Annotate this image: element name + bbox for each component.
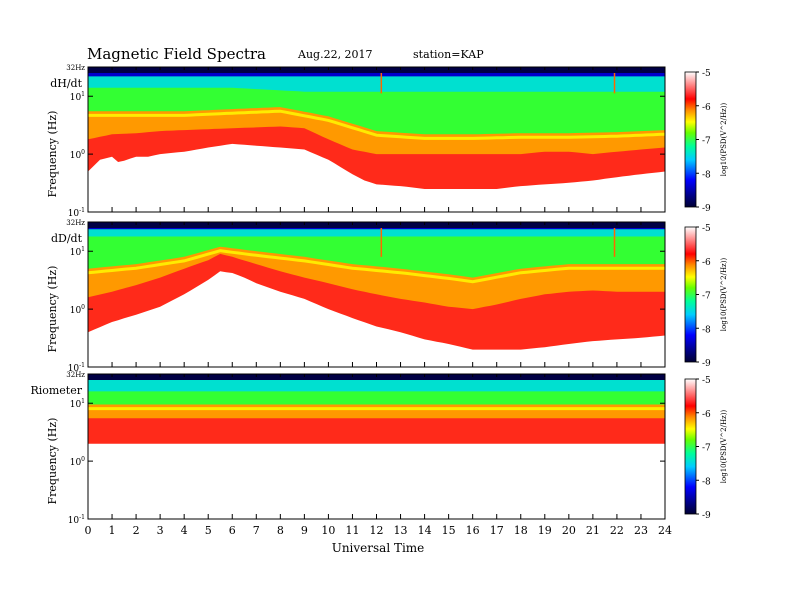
colorbar-tick-label: -9 xyxy=(702,511,711,521)
y-tick-label: 100 xyxy=(70,149,85,161)
yellow-transition xyxy=(87,249,665,284)
x-tick-label: 19 xyxy=(538,524,552,537)
y-tick-label: 10-1 xyxy=(68,514,85,526)
panel-label: dH/dt xyxy=(50,77,82,90)
y-tick-label: 101 xyxy=(70,398,85,410)
x-tick-label: 1 xyxy=(109,524,116,537)
colorbar-tick-label: -5 xyxy=(702,376,711,386)
colorbar-tick-label: -6 xyxy=(702,410,711,420)
colorbar-tick-label: -7 xyxy=(702,444,711,454)
colorbar-gradient xyxy=(684,71,697,208)
top-frequency-label: 32Hz xyxy=(66,219,85,227)
colorbar-label: log10(PSD(V^2/Hz)) xyxy=(720,258,728,332)
panel-label: dD/dt xyxy=(51,232,83,245)
colorbar-tick-label: -8 xyxy=(702,325,711,335)
panel-label: Riometer xyxy=(30,384,82,397)
y-axis-title: Frequency (Hz) xyxy=(46,418,59,505)
colorbar-label: log10(PSD(V^2/Hz)) xyxy=(720,103,728,177)
colorbar-tick-label: -9 xyxy=(702,359,711,369)
y-tick-label: 100 xyxy=(70,456,85,468)
yellow-transition xyxy=(88,109,666,140)
x-tick-label: 7 xyxy=(253,524,260,537)
colorbar-tick-label: -7 xyxy=(702,292,711,302)
colorbar-tick-label: -6 xyxy=(702,103,711,113)
x-tick-label: 17 xyxy=(490,524,504,537)
x-tick-label: 11 xyxy=(345,524,359,537)
colorbar-tick-label: -5 xyxy=(702,69,711,79)
y-axis-title: Frequency (Hz) xyxy=(46,266,59,353)
y-tick-label: 101 xyxy=(70,91,85,103)
y-axis-title: Frequency (Hz) xyxy=(46,111,59,198)
y-tick-label: 100 xyxy=(70,304,85,316)
x-tick-label: 10 xyxy=(321,524,335,537)
colorbar-tick-label: -5 xyxy=(702,224,711,234)
colorbar: -5 -6 -7 -8 -9 log10(PSD(V^2/Hz)) xyxy=(684,224,728,369)
colorbar: -5 -6 -7 -8 -9 log10(PSD(V^2/Hz)) xyxy=(684,69,728,214)
x-tick-label: 12 xyxy=(370,524,384,537)
colorbar-tick-label: -7 xyxy=(702,137,711,147)
x-tick-label: 13 xyxy=(394,524,408,537)
x-tick-label: 0 xyxy=(85,524,92,537)
x-tick-label: 2 xyxy=(133,524,140,537)
x-axis-label: Universal Time xyxy=(332,541,425,555)
colorbar-gradient xyxy=(684,226,697,363)
colorbar-label: log10(PSD(V^2/Hz)) xyxy=(720,410,728,484)
x-tick-label: 9 xyxy=(301,524,308,537)
x-tick-label: 15 xyxy=(442,524,456,537)
x-tick-label: 14 xyxy=(418,524,432,537)
date-label: Aug.22, 2017 xyxy=(297,48,373,61)
colorbar-tick-label: -8 xyxy=(702,477,711,487)
colorbar-tick-label: -9 xyxy=(702,204,711,214)
x-tick-label: 22 xyxy=(610,524,624,537)
x-tick-label: 4 xyxy=(181,524,188,537)
y-tick-label: 10-1 xyxy=(68,207,85,219)
x-tick-label: 21 xyxy=(586,524,600,537)
colorbar: -5 -6 -7 -8 -9 log10(PSD(V^2/Hz)) xyxy=(684,376,728,521)
x-tick-label: 18 xyxy=(514,524,528,537)
top-frequency-label: 32Hz xyxy=(66,64,85,72)
top-frequency-label: 32Hz xyxy=(66,371,85,379)
colorbar-tick-label: -6 xyxy=(702,258,711,268)
x-tick-label: 24 xyxy=(658,524,672,537)
x-tick-label: 3 xyxy=(157,524,164,537)
x-tick-label: 6 xyxy=(229,524,236,537)
y-tick-label: 101 xyxy=(70,246,85,258)
station-label: station=KAP xyxy=(413,48,484,61)
figure-title: Magnetic Field Spectra xyxy=(87,45,266,63)
colorbar-gradient xyxy=(684,378,697,515)
x-tick-label: 23 xyxy=(634,524,648,537)
x-tick-label: 5 xyxy=(205,524,212,537)
x-tick-label: 20 xyxy=(562,524,576,537)
x-tick-label: 16 xyxy=(466,524,480,537)
colorbar-tick-label: -8 xyxy=(702,170,711,180)
y-tick-label: 10-1 xyxy=(68,362,85,374)
x-tick-label: 8 xyxy=(277,524,284,537)
